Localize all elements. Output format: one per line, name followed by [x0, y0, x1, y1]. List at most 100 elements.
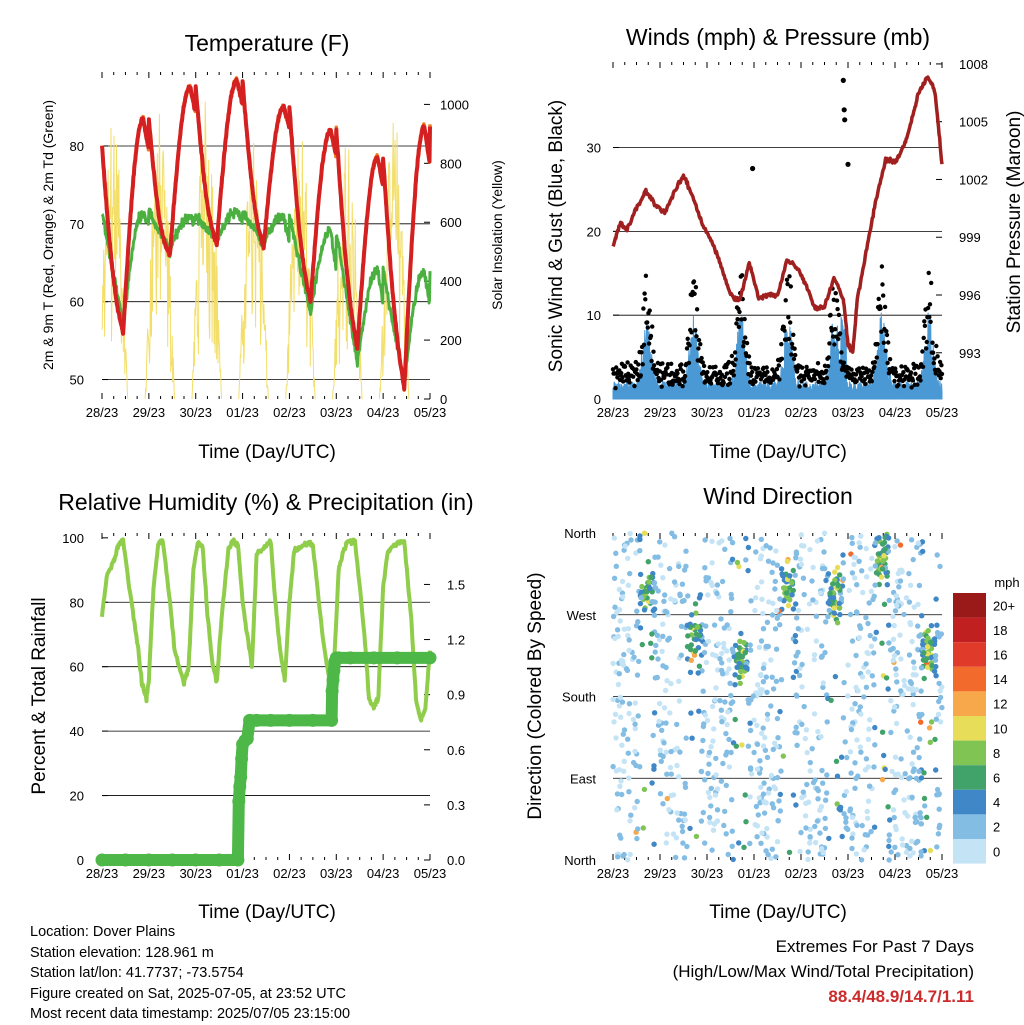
- direction-point: [718, 616, 724, 622]
- direction-point: [863, 614, 869, 621]
- gust-point: [884, 329, 889, 334]
- direction-point: [777, 596, 783, 602]
- speed-legend-swatch: [953, 789, 986, 815]
- direction-point: [657, 791, 664, 797]
- direction-point: [743, 819, 749, 825]
- direction-point: [639, 641, 645, 648]
- direction-point: [625, 626, 632, 632]
- direction-point: [699, 748, 705, 754]
- gust-point: [837, 331, 843, 336]
- direction-point: [661, 598, 667, 604]
- direction-point: [910, 701, 916, 708]
- direction-point: [724, 721, 730, 728]
- y-tick-label: 20: [587, 224, 601, 239]
- precip-point: [250, 713, 264, 727]
- direction-point: [895, 852, 901, 858]
- direction-point: [758, 784, 764, 790]
- direction-series: [610, 530, 945, 863]
- direction-point: [712, 697, 718, 703]
- direction-point: [618, 835, 624, 841]
- direction-point: [807, 759, 813, 766]
- direction-point: [754, 823, 760, 829]
- direction-point: [641, 607, 648, 613]
- direction-point: [840, 560, 846, 566]
- direction-point: [710, 738, 716, 744]
- direction-point: [902, 771, 908, 777]
- pressure-series: [611, 75, 944, 354]
- direction-point: [761, 780, 767, 786]
- direction-point: [881, 553, 887, 559]
- gust-point: [659, 384, 664, 389]
- direction-point: [700, 688, 706, 694]
- direction-point: [684, 622, 690, 628]
- gust-point: [635, 377, 640, 383]
- direction-point: [667, 710, 673, 716]
- gust-series: [610, 77, 945, 391]
- speed-legend-label: 4: [993, 795, 1000, 810]
- direction-point: [704, 717, 711, 724]
- direction-point: [622, 543, 628, 549]
- direction-point: [702, 777, 708, 783]
- direction-point: [670, 792, 677, 798]
- x-tick-label: 30/23: [691, 405, 724, 420]
- direction-point: [843, 825, 849, 831]
- direction-point: [886, 640, 892, 646]
- direction-point: [758, 553, 764, 559]
- direction-point: [708, 803, 714, 809]
- direction-point: [717, 656, 723, 662]
- gust-point: [791, 332, 796, 337]
- direction-point: [630, 716, 637, 723]
- direction-point: [798, 829, 804, 836]
- direction-point: [887, 817, 893, 823]
- direction-point: [817, 830, 823, 836]
- direction-point: [758, 840, 764, 846]
- direction-point: [635, 826, 641, 832]
- direction-point: [709, 538, 715, 544]
- direction-point: [728, 595, 735, 602]
- direction-point: [858, 711, 864, 717]
- direction-point: [656, 718, 662, 725]
- direction-point: [854, 822, 860, 829]
- gust-point: [800, 365, 805, 370]
- direction-point: [917, 810, 923, 816]
- gust-point: [625, 360, 630, 365]
- direction-point: [695, 670, 701, 676]
- direction-point: [821, 549, 827, 555]
- speed-legend-swatch: [953, 593, 986, 618]
- gust-point: [734, 321, 739, 326]
- direction-point: [917, 736, 923, 742]
- direction-point: [656, 700, 663, 707]
- gust-point: [719, 372, 724, 377]
- direction-point: [774, 615, 780, 621]
- direction-point: [822, 797, 829, 803]
- direction-point: [886, 622, 892, 628]
- direction-point: [621, 768, 627, 774]
- direction-point: [663, 720, 669, 726]
- direction-point: [765, 643, 771, 650]
- direction-point: [621, 727, 628, 733]
- direction-point: [763, 674, 769, 680]
- gust-point: [872, 360, 878, 365]
- direction-point: [792, 638, 799, 645]
- direction-point: [696, 633, 702, 639]
- direction-point: [721, 822, 727, 829]
- direction-point: [745, 567, 751, 574]
- gust-point: [876, 296, 881, 302]
- direction-point: [752, 607, 758, 614]
- direction-point: [620, 853, 626, 859]
- direction-point: [884, 582, 890, 588]
- temperature-ylabel: 2m & 9m T (Red, Orange) & 2m Td (Green): [40, 100, 56, 370]
- direction-point: [879, 640, 885, 646]
- direction-point: [769, 674, 775, 680]
- direction-point: [660, 801, 666, 807]
- gust-point: [693, 328, 698, 333]
- direction-point: [865, 620, 871, 627]
- direction-point: [615, 681, 622, 688]
- direction-point: [935, 831, 942, 837]
- direction-point: [853, 652, 859, 659]
- direction-point: [924, 814, 930, 820]
- direction-point: [853, 851, 859, 857]
- direction-point: [669, 530, 675, 536]
- y-tick-label: 80: [70, 595, 84, 610]
- gust-point: [885, 360, 890, 366]
